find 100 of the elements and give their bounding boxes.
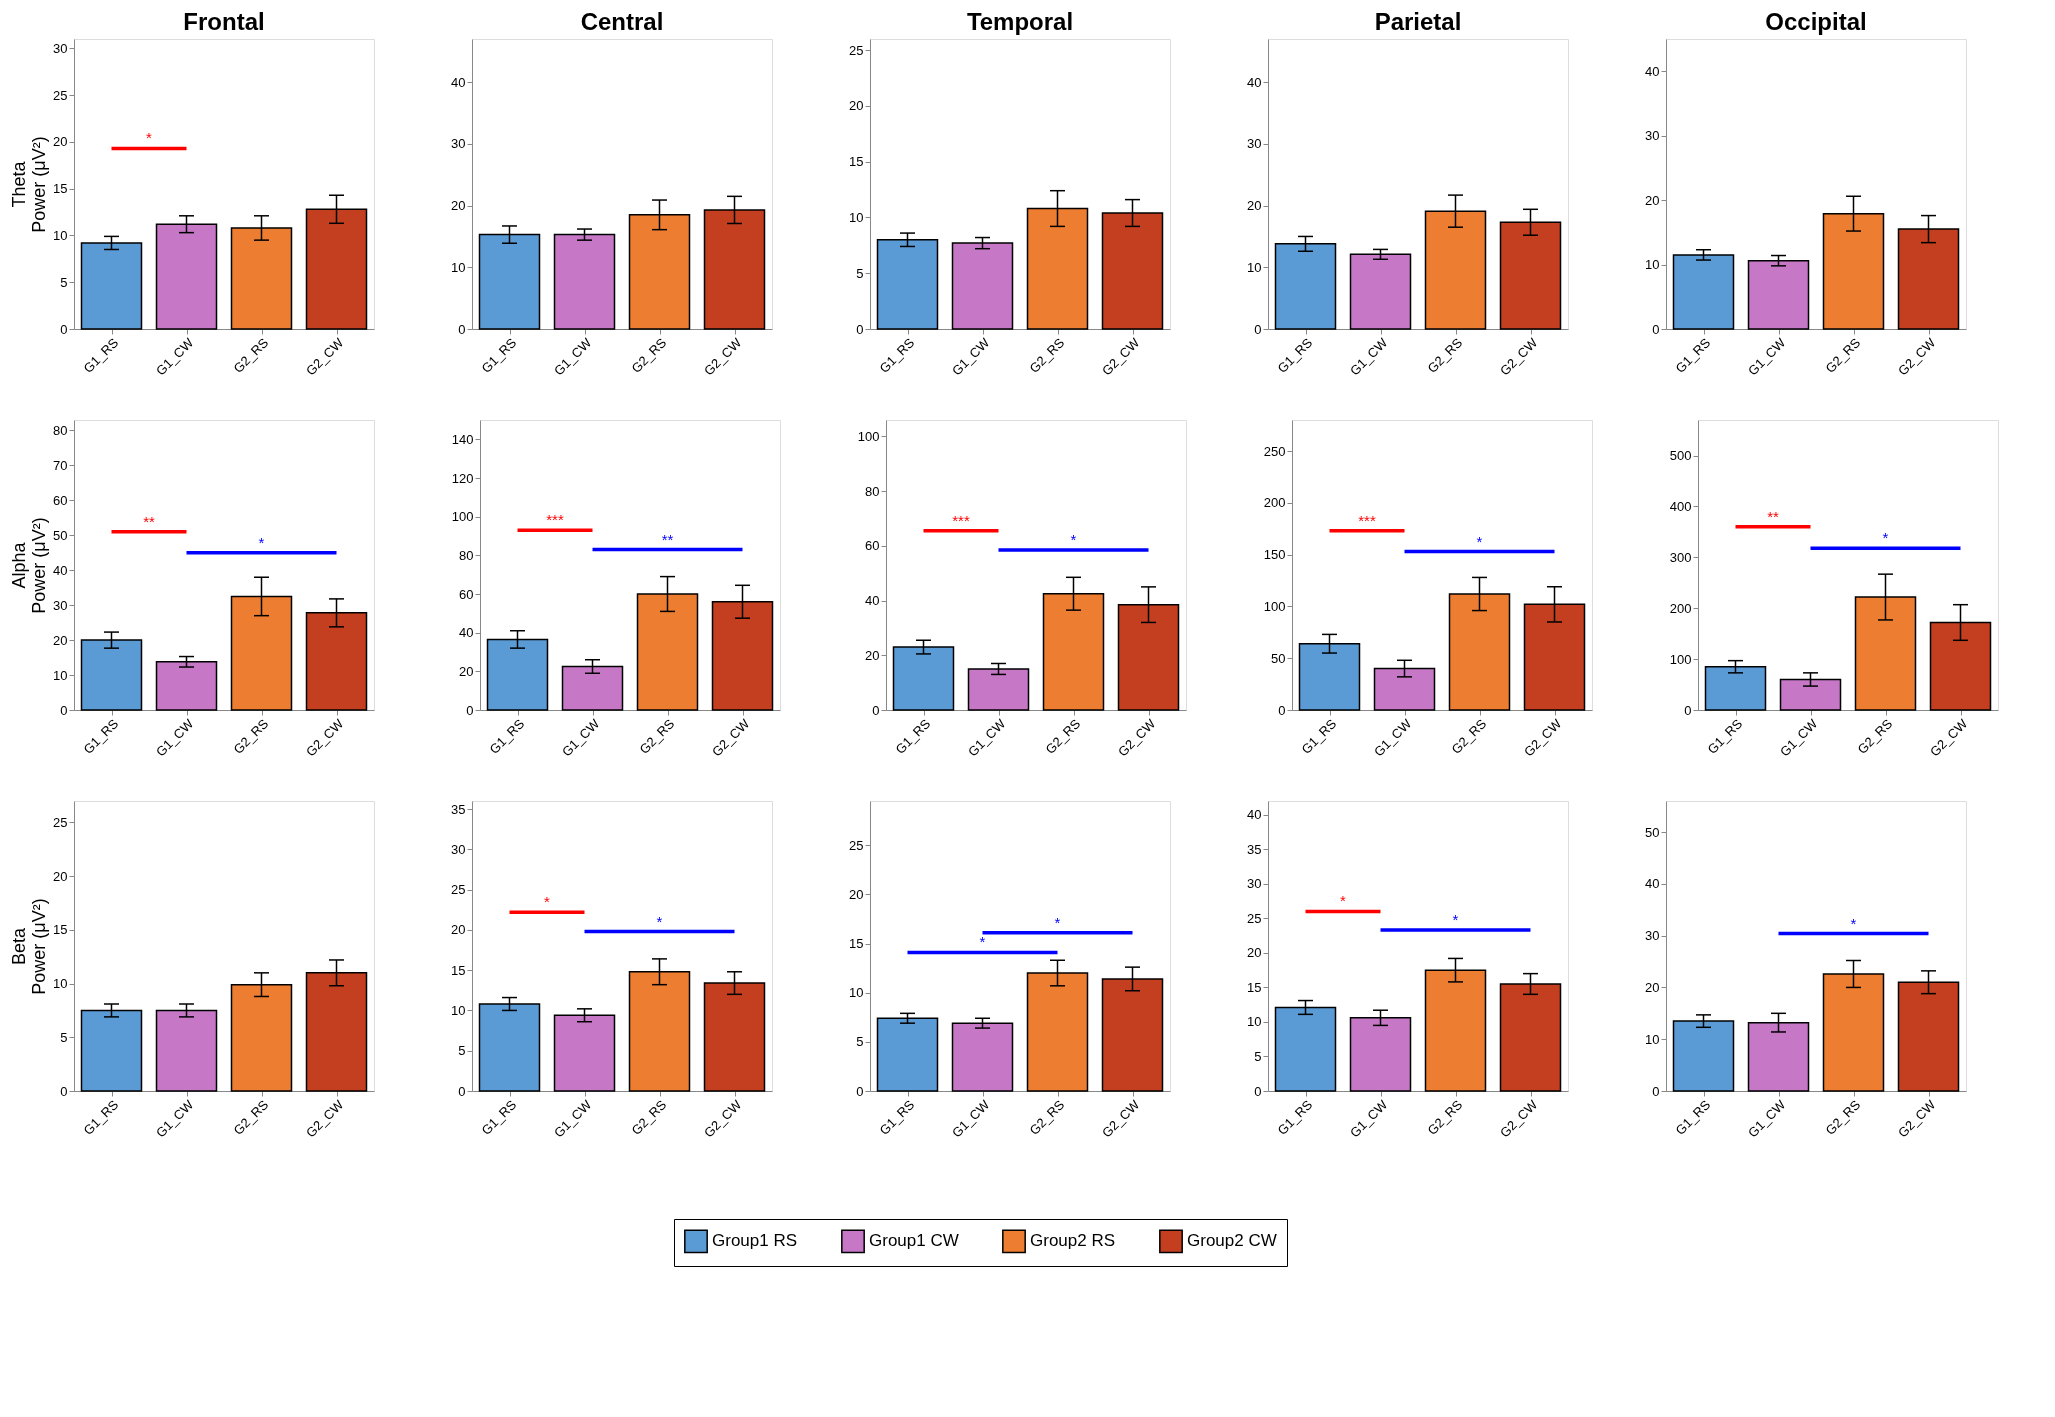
y-tick-label: 60 <box>53 492 68 508</box>
y-tick-label: 250 <box>1263 443 1286 459</box>
y-tick-label: 25 <box>53 87 68 103</box>
y-tick-label: 30 <box>1247 876 1262 892</box>
y-tick-label: 0 <box>458 1083 466 1099</box>
y-tick-label: 35 <box>451 801 466 817</box>
y-tick-label: 40 <box>1247 74 1262 90</box>
y-tick-label: 0 <box>60 702 68 718</box>
y-tick-label: 60 <box>865 538 880 554</box>
y-tick-label: 25 <box>451 882 466 898</box>
y-tick-label: 200 <box>1263 495 1286 511</box>
y-tick-label: 10 <box>1645 1031 1660 1047</box>
y-tick-label: 20 <box>451 198 466 214</box>
y-tick-label: 30 <box>1645 128 1660 144</box>
annotation: *** <box>546 511 564 529</box>
y-axis-title: Alpha Power (μV²) <box>9 517 50 614</box>
y-tick-label: 25 <box>53 814 68 830</box>
annotation: * <box>146 129 153 147</box>
legend-label: Group2 RS <box>1030 1231 1116 1251</box>
y-tick-label: 30 <box>53 40 68 56</box>
y-tick-label: 0 <box>60 1083 68 1099</box>
chart-title: Frontal <box>183 8 265 35</box>
y-tick-label: 40 <box>451 74 466 90</box>
y-tick-label: 50 <box>1271 650 1286 666</box>
annotation: * <box>1850 914 1857 932</box>
chart-title: Occipital <box>1765 8 1867 35</box>
y-tick-label: 20 <box>53 868 68 884</box>
y-tick-label: 0 <box>1254 321 1262 337</box>
y-tick-label: 20 <box>849 98 864 114</box>
y-tick-label: 200 <box>1669 600 1692 616</box>
y-tick-label: 100 <box>1263 598 1286 614</box>
y-tick-label: 30 <box>451 841 466 857</box>
y-tick-label: 10 <box>53 227 68 243</box>
y-tick-label: 20 <box>1247 945 1262 961</box>
y-tick-label: 300 <box>1669 549 1692 565</box>
y-tick-label: 40 <box>53 562 68 578</box>
y-tick-label: 35 <box>1247 841 1262 857</box>
y-axis-title: Theta Power (μV²) <box>9 136 50 233</box>
y-tick-label: 10 <box>1645 257 1660 273</box>
y-tick-label: 5 <box>856 265 864 281</box>
y-tick-label: 10 <box>451 259 466 275</box>
y-tick-label: 10 <box>849 985 864 1001</box>
y-tick-label: 25 <box>1247 910 1262 926</box>
chart-title: Parietal <box>1374 8 1462 35</box>
annotation: * <box>1054 913 1061 931</box>
legend-label: Group1 RS <box>712 1231 798 1251</box>
y-tick-label: 40 <box>865 593 880 609</box>
y-tick-label: 0 <box>872 702 880 718</box>
annotation: ** <box>1767 507 1779 525</box>
y-tick-label: 0 <box>60 321 68 337</box>
y-tick-label: 30 <box>53 597 68 613</box>
annotation: * <box>258 533 265 551</box>
y-tick-label: 40 <box>1645 876 1660 892</box>
y-tick-label: 20 <box>459 663 474 679</box>
y-tick-label: 0 <box>466 702 474 718</box>
y-tick-label: 20 <box>865 647 880 663</box>
y-tick-label: 5 <box>1254 1048 1262 1064</box>
y-tick-label: 100 <box>857 428 880 444</box>
y-tick-label: 10 <box>53 976 68 992</box>
y-tick-label: 10 <box>451 1002 466 1018</box>
y-tick-label: 0 <box>1254 1083 1262 1099</box>
y-tick-label: 5 <box>60 274 68 290</box>
y-tick-label: 0 <box>1652 321 1660 337</box>
y-tick-label: 100 <box>1669 651 1692 667</box>
y-tick-label: 80 <box>53 422 68 438</box>
annotation: * <box>1882 529 1889 547</box>
y-tick-label: 0 <box>1684 702 1692 718</box>
y-tick-label: 20 <box>1247 198 1262 214</box>
y-tick-label: 140 <box>451 431 474 447</box>
y-tick-label: 0 <box>1652 1083 1660 1099</box>
y-tick-label: 30 <box>451 136 466 152</box>
y-tick-label: 30 <box>1645 928 1660 944</box>
y-tick-label: 40 <box>459 625 474 641</box>
y-tick-label: 20 <box>1645 979 1660 995</box>
y-tick-label: 80 <box>459 547 474 563</box>
y-tick-label: 0 <box>856 1083 864 1099</box>
y-tick-label: 60 <box>459 586 474 602</box>
y-tick-label: 10 <box>849 209 864 225</box>
y-tick-label: 50 <box>53 527 68 543</box>
y-tick-label: 40 <box>1247 807 1262 823</box>
y-tick-label: 5 <box>856 1034 864 1050</box>
y-tick-label: 25 <box>849 42 864 58</box>
chart-title: Temporal <box>966 8 1074 35</box>
annotation: ** <box>661 530 674 548</box>
y-tick-label: 15 <box>53 181 68 197</box>
y-tick-label: 15 <box>53 922 68 938</box>
y-tick-label: 20 <box>849 886 864 902</box>
y-tick-label: 500 <box>1669 448 1692 464</box>
y-tick-label: 10 <box>53 667 68 683</box>
y-tick-label: 10 <box>1247 1014 1262 1030</box>
y-tick-label: 100 <box>451 509 474 525</box>
annotation: * <box>1070 530 1077 548</box>
annotation: *** <box>952 511 970 529</box>
y-tick-label: 0 <box>458 321 466 337</box>
y-tick-label: 80 <box>865 483 880 499</box>
y-tick-label: 40 <box>1645 63 1660 79</box>
y-tick-label: 10 <box>1247 259 1262 275</box>
annotation: ** <box>143 512 155 530</box>
y-tick-label: 15 <box>451 962 466 978</box>
y-tick-label: 20 <box>1645 192 1660 208</box>
